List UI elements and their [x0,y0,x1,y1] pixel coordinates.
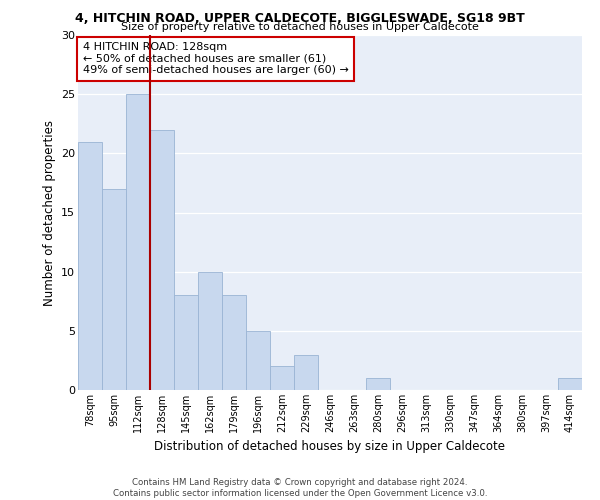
Bar [270,366,294,390]
Bar [366,378,390,390]
Text: Contains HM Land Registry data © Crown copyright and database right 2024.
Contai: Contains HM Land Registry data © Crown c… [113,478,487,498]
Bar [126,94,150,390]
Bar [150,130,174,390]
Y-axis label: Number of detached properties: Number of detached properties [43,120,56,306]
Bar [174,296,198,390]
Bar [222,296,246,390]
Bar [558,378,582,390]
Bar [198,272,222,390]
Text: 4 HITCHIN ROAD: 128sqm
← 50% of detached houses are smaller (61)
49% of semi-det: 4 HITCHIN ROAD: 128sqm ← 50% of detached… [83,42,349,76]
Bar [294,354,318,390]
Bar [102,189,126,390]
Bar [78,142,102,390]
Text: Size of property relative to detached houses in Upper Caldecote: Size of property relative to detached ho… [121,22,479,32]
X-axis label: Distribution of detached houses by size in Upper Caldecote: Distribution of detached houses by size … [155,440,505,454]
Bar [246,331,270,390]
Text: 4, HITCHIN ROAD, UPPER CALDECOTE, BIGGLESWADE, SG18 9BT: 4, HITCHIN ROAD, UPPER CALDECOTE, BIGGLE… [75,12,525,26]
